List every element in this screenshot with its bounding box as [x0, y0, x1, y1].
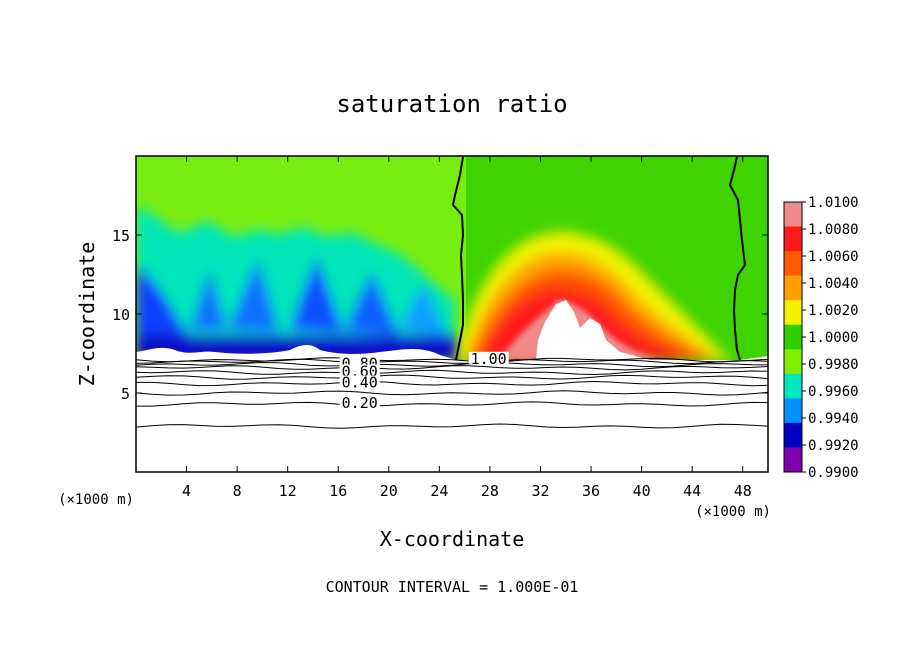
x-tick-label: 16	[329, 482, 347, 500]
x-tick-label: 12	[279, 482, 297, 500]
colorbar-tick-label: 0.9940	[808, 411, 859, 427]
colorbar-tick-label: 1.0080	[808, 222, 859, 238]
contour-label-bg	[339, 375, 380, 388]
x-tick-label: 24	[430, 482, 448, 500]
x-tick-label: 8	[233, 482, 242, 500]
x-tick-label: 4	[182, 482, 191, 500]
colorbar-swatch	[784, 300, 802, 326]
contour-line	[136, 390, 768, 396]
colorbar-swatch	[784, 373, 802, 399]
colorbar-tick-label: 0.9960	[808, 384, 859, 400]
x-unit-label-left: (×1000 m)	[58, 492, 134, 508]
contour-label-bg	[468, 351, 509, 364]
x-tick-label: 28	[481, 482, 499, 500]
contour-label: 0.40	[342, 374, 378, 392]
contour-line	[136, 423, 768, 429]
colorbar-swatch	[784, 202, 802, 228]
colorbar-swatch	[784, 226, 802, 252]
x-tick-label: 36	[582, 482, 600, 500]
y-tick-label: 15	[112, 227, 130, 245]
contour-line-1.00-left	[451, 156, 465, 361]
contour-label: 0.20	[342, 394, 378, 412]
x-unit-label-right: (×1000 m)	[695, 504, 771, 520]
plot-area	[136, 156, 768, 472]
y-axis-ticks: 5 10 15	[112, 227, 768, 403]
colorbar-swatch	[784, 422, 802, 448]
contour-line-1.00-right	[728, 156, 747, 361]
x-tick-label: 20	[380, 482, 398, 500]
contour-interval-note: CONTOUR INTERVAL = 1.000E-01	[326, 578, 579, 596]
contour-line	[136, 365, 768, 371]
x-tick-label: 44	[683, 482, 701, 500]
chart-title: saturation ratio	[336, 90, 567, 118]
colorbar-tick-label: 1.0040	[808, 276, 859, 292]
x-tick-label: 40	[633, 482, 651, 500]
contour-line	[136, 369, 768, 376]
colorbar: 1.0100 1.0080 1.0060 1.0040 1.0020 1.0000 0.99…	[783, 195, 859, 481]
x-tick-label: 32	[531, 482, 549, 500]
colorbar-swatch	[784, 275, 802, 301]
saturation-field	[136, 156, 768, 472]
contour-line	[136, 357, 768, 363]
y-axis-label: Z-coordinate	[75, 242, 99, 387]
x-tick-label: 48	[734, 482, 752, 500]
colorbar-swatch	[784, 251, 802, 277]
colorbar-swatch	[784, 447, 802, 473]
colorbar-tick-label: 1.0000	[808, 330, 859, 346]
contour-lines	[136, 357, 768, 429]
contour-label-bg	[339, 396, 380, 409]
y-tick-label: 5	[121, 385, 130, 403]
colorbar-swatch	[784, 349, 802, 375]
x-axis-ticks: 4 8 12 16 20 24 28 32 36 40 44 48	[182, 156, 752, 500]
contour-line	[136, 380, 768, 387]
colorbar-tick-label: 0.9900	[808, 465, 859, 481]
x-axis-label: X-coordinate	[380, 527, 525, 551]
colorbar-tick-label: 1.0060	[808, 249, 859, 265]
contour-label: 1.00	[471, 350, 507, 368]
y-tick-label: 10	[112, 306, 130, 324]
colorbar-tick-label: 1.0020	[808, 303, 859, 319]
contour-line	[136, 401, 768, 407]
colorbar-swatch	[784, 324, 802, 350]
contour-line	[136, 374, 768, 380]
contour-labels: 1.000.800.600.400.20	[339, 350, 509, 412]
colorbar-tick-label: 0.9980	[808, 357, 859, 373]
contour-line	[136, 361, 768, 368]
contour-line	[136, 358, 768, 365]
cloud-region	[536, 300, 650, 360]
colorbar-swatch	[784, 398, 802, 424]
colorbar-tick-label: 1.0100	[808, 195, 859, 211]
contour-label-bg	[339, 364, 380, 377]
colorbar-tick-label: 0.9920	[808, 438, 859, 454]
